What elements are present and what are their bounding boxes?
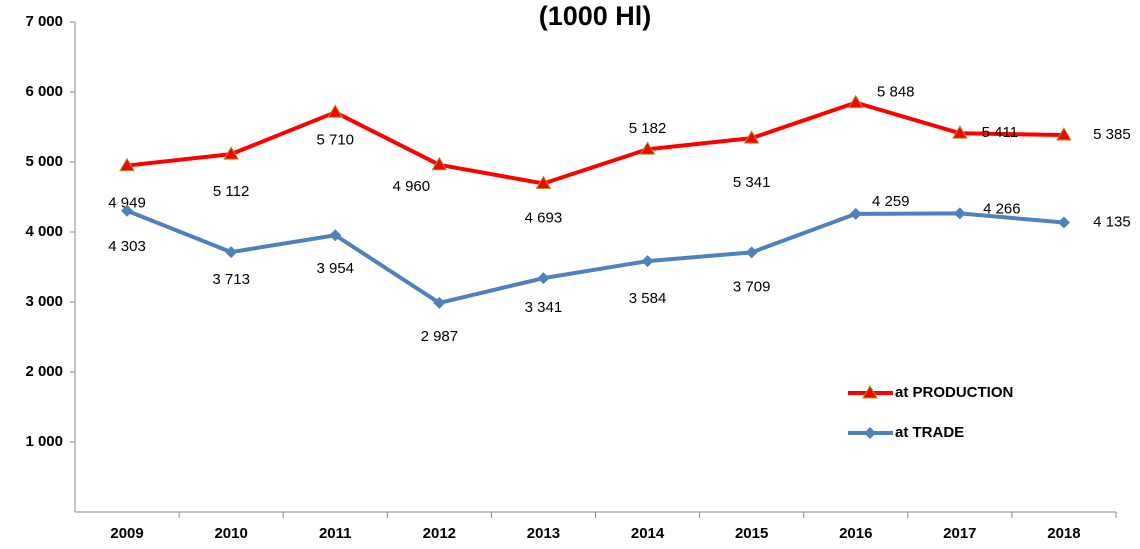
data-label: 3 713 bbox=[212, 271, 250, 288]
data-label: 5 385 bbox=[1093, 126, 1131, 143]
point bbox=[119, 157, 135, 172]
x-tick-label: 2017 bbox=[943, 525, 976, 542]
y-tick-label: 1 000 bbox=[25, 433, 63, 450]
y-tick-label: 6 000 bbox=[25, 83, 63, 100]
point bbox=[537, 272, 550, 285]
point bbox=[847, 94, 864, 109]
data-label: 4 693 bbox=[525, 209, 563, 226]
x-tick-label: 2015 bbox=[735, 525, 768, 542]
point bbox=[639, 141, 656, 155]
data-label: 4 135 bbox=[1093, 214, 1131, 231]
legend-label: at TRADE bbox=[895, 424, 964, 441]
data-label: 5 341 bbox=[733, 174, 771, 191]
data-label: 3 341 bbox=[525, 299, 563, 316]
y-tick-label: 7 000 bbox=[25, 13, 63, 30]
legend-label: at PRODUCTION bbox=[895, 384, 1013, 401]
point bbox=[535, 175, 552, 189]
x-tick-label: 2013 bbox=[527, 525, 560, 542]
point bbox=[743, 130, 760, 144]
data-label: 3 709 bbox=[733, 278, 771, 295]
y-tick-label: 4 000 bbox=[25, 223, 63, 240]
point bbox=[433, 296, 446, 309]
chart-title: (1000 Hl) bbox=[539, 1, 652, 31]
x-tick-label: 2012 bbox=[423, 525, 456, 542]
x-tick-label: 2009 bbox=[110, 525, 143, 542]
point bbox=[849, 207, 862, 220]
point bbox=[641, 255, 654, 268]
data-label: 5 112 bbox=[213, 183, 249, 200]
legend-marker bbox=[864, 427, 876, 439]
data-label: 5 848 bbox=[877, 84, 915, 101]
point bbox=[1056, 127, 1072, 141]
x-tick-label: 2011 bbox=[319, 525, 352, 542]
point bbox=[431, 156, 448, 171]
x-tick-label: 2010 bbox=[214, 525, 247, 542]
point bbox=[225, 246, 238, 259]
y-tick-label: 5 000 bbox=[25, 153, 63, 170]
x-tick-label: 2018 bbox=[1047, 525, 1080, 542]
data-label: 4 960 bbox=[393, 178, 431, 195]
data-label: 5 182 bbox=[629, 120, 667, 137]
data-label: 2 987 bbox=[421, 328, 459, 345]
y-tick-label: 3 000 bbox=[25, 293, 63, 310]
data-label: 5 411 bbox=[982, 124, 1018, 141]
point bbox=[953, 207, 966, 220]
legend-marker bbox=[862, 385, 878, 399]
data-label: 3 584 bbox=[629, 290, 667, 307]
series-line bbox=[126, 100, 1064, 186]
series-line bbox=[126, 208, 1065, 305]
data-label: 3 954 bbox=[316, 260, 354, 277]
point bbox=[223, 146, 240, 160]
data-label: 4 259 bbox=[872, 193, 910, 210]
y-tick-label: 2 000 bbox=[25, 363, 63, 380]
point bbox=[329, 229, 342, 242]
x-tick-label: 2016 bbox=[839, 525, 872, 542]
data-label: 5 710 bbox=[316, 131, 354, 148]
x-tick-label: 2014 bbox=[631, 525, 665, 542]
point bbox=[121, 204, 134, 217]
point bbox=[1057, 216, 1070, 229]
point bbox=[745, 246, 758, 259]
data-label: 4 303 bbox=[108, 238, 146, 255]
data-label: 4 949 bbox=[108, 195, 146, 212]
data-label: 4 266 bbox=[983, 200, 1021, 217]
point bbox=[951, 125, 968, 139]
point bbox=[327, 104, 344, 118]
